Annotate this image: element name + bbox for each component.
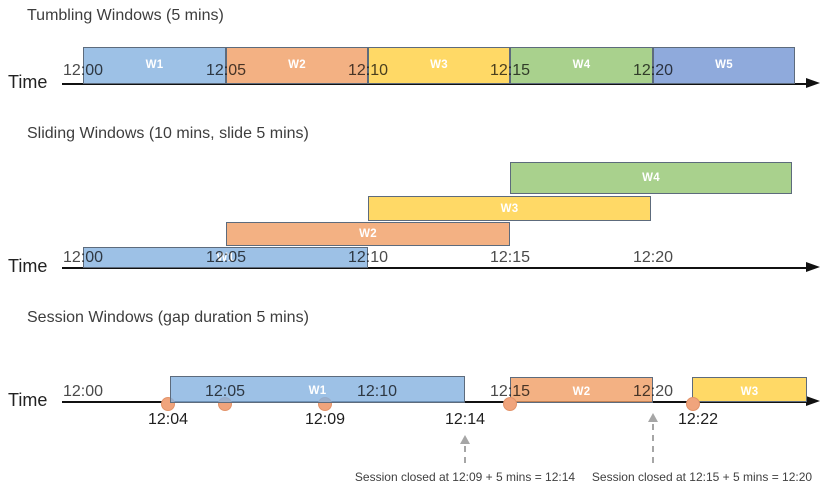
window-label: W3 (740, 386, 759, 398)
tumbling-timeline-arrowhead-icon (806, 78, 820, 88)
session-closed-annotation-1: Session closed at 12:09 + 5 mins = 12:14 (354, 470, 576, 484)
window-label: W3 (500, 202, 519, 215)
sliding-window-w2: W2 (226, 222, 510, 246)
session-tick-1215: 12:15 (489, 383, 531, 400)
event-time-label: 12:09 (304, 411, 346, 428)
session-close-time-label: 12:14 (444, 411, 486, 428)
sliding-tick-1205: 12:05 (205, 249, 247, 266)
tumbling-window-w1: W1 (83, 47, 226, 84)
tumbling-window-w2: W2 (226, 47, 368, 84)
event-dot-1215 (503, 397, 517, 411)
annotation-arrowhead-icon (648, 413, 658, 422)
window-label: W1 (216, 251, 235, 264)
session-title: Session Windows (gap duration 5 mins) (27, 309, 309, 326)
session-closed-annotation-2: Session closed at 12:15 + 5 mins = 12:20 (591, 470, 813, 484)
tumbling-window-w5: W5 (653, 47, 795, 84)
sliding-window-w4: W4 (510, 162, 792, 194)
window-label: W4 (572, 59, 591, 71)
tumbling-axis-label: Time (8, 72, 48, 92)
window-label: W2 (359, 228, 377, 240)
tumbling-tick-1210: 12:10 (347, 62, 389, 79)
sliding-timeline (62, 267, 810, 269)
sliding-tick-1210: 12:10 (347, 249, 389, 266)
session-timeline-arrowhead-icon (806, 396, 820, 406)
sliding-title: Sliding Windows (10 mins, slide 5 mins) (27, 125, 309, 142)
session-tick-1205: 12:05 (204, 383, 246, 400)
tumbling-tick-1205: 12:05 (205, 62, 247, 79)
annotation-arrowhead-icon (460, 435, 470, 444)
session-window-w3: W3 (692, 377, 807, 402)
tumbling-tick-1200: 12:00 (62, 62, 104, 79)
sliding-tick-1200: 12:00 (62, 249, 104, 266)
tumbling-title: Tumbling Windows (5 mins) (27, 7, 224, 24)
window-label: W3 (430, 59, 448, 71)
window-label: W1 (145, 59, 164, 71)
session-tick-1220: 12:20 (632, 383, 674, 400)
window-label: W2 (288, 59, 306, 71)
tumbling-window-w3: W3 (368, 47, 510, 84)
window-label: W2 (572, 386, 591, 398)
session-window-w1: W1 (170, 376, 465, 403)
window-label: W1 (308, 385, 327, 397)
session-tick-1210: 12:10 (356, 383, 398, 400)
sliding-window-w3: W3 (368, 196, 651, 221)
event-time-label: 12:22 (677, 411, 719, 428)
tumbling-tick-1220: 12:20 (632, 62, 674, 79)
sliding-timeline-arrowhead-icon (806, 262, 820, 272)
tumbling-timeline (62, 83, 810, 85)
sliding-tick-1220: 12:20 (632, 249, 674, 266)
sliding-axis-label: Time (8, 256, 48, 276)
session-axis-label: Time (8, 390, 48, 410)
session-window-w2: W2 (510, 377, 653, 403)
tumbling-window-w4: W4 (510, 47, 653, 84)
event-dot-1222 (686, 397, 700, 411)
annotation-arrow-shaft (652, 424, 654, 463)
window-label: W4 (642, 172, 660, 184)
sliding-window-w1: W1 (83, 247, 368, 268)
event-time-label: 12:04 (147, 411, 189, 428)
tumbling-tick-1215: 12:15 (489, 62, 531, 79)
window-label: W5 (715, 59, 733, 71)
annotation-arrow-shaft (464, 446, 466, 463)
sliding-tick-1215: 12:15 (489, 249, 531, 266)
session-tick-1200: 12:00 (62, 383, 104, 400)
